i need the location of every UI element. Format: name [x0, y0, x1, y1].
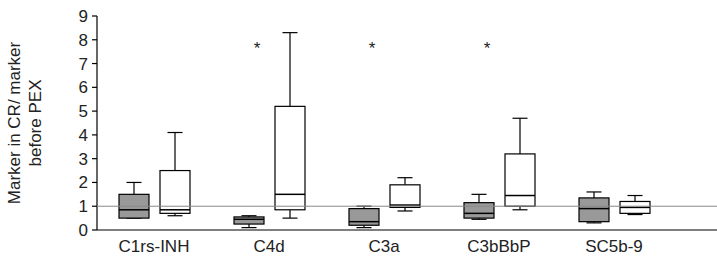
y-axis [96, 16, 97, 230]
annotation: * [484, 39, 491, 58]
y-tick-label: 4 [79, 126, 88, 145]
box [160, 133, 190, 216]
median [505, 195, 535, 197]
y-tick [92, 111, 97, 112]
whisker-upper [593, 192, 594, 198]
median [464, 213, 494, 215]
whisker-upper [133, 182, 134, 194]
box [579, 192, 609, 223]
whisker-upper [519, 118, 520, 154]
y-tick [92, 229, 97, 230]
x-axis [97, 229, 717, 230]
box-body [579, 198, 609, 222]
box [119, 182, 149, 218]
whisker-cap-min [357, 227, 372, 228]
whisker-cap-max [513, 118, 528, 119]
plot-area [97, 33, 717, 228]
whisker-cap-max [472, 194, 487, 195]
whisker-cap-min [513, 209, 528, 210]
y-tick-label: 2 [79, 173, 88, 192]
whisker-cap-min [628, 214, 643, 215]
annotation: * [254, 39, 261, 58]
whisker-cap-max [127, 182, 142, 183]
y-axis-label: Marker in CR/ markerbefore PEX [5, 41, 45, 204]
box-body [275, 106, 305, 209]
whisker-cap-min [168, 215, 183, 216]
median [119, 209, 149, 211]
x-tick-label: C4d [253, 237, 284, 256]
box-body [160, 171, 190, 214]
box-body [505, 154, 535, 206]
whisker-cap-max [398, 177, 413, 178]
y-tick [92, 87, 97, 88]
y-tick [92, 158, 97, 159]
box [349, 206, 379, 227]
median [160, 209, 190, 211]
median [234, 219, 264, 221]
median [620, 207, 650, 209]
whisker-upper [634, 196, 635, 202]
whisker-cap-max [168, 132, 183, 133]
y-tick-label: 0 [79, 221, 88, 240]
whisker-upper [478, 194, 479, 202]
box-body [349, 209, 379, 226]
y-tick-label: 7 [79, 55, 88, 74]
whisker-cap-max [283, 32, 298, 33]
whisker-cap-min [242, 227, 257, 228]
median [390, 204, 420, 206]
whisker-lower [289, 210, 290, 218]
whisker-cap-min [587, 222, 602, 223]
whisker-cap-min [283, 218, 298, 219]
box [234, 216, 264, 228]
median [579, 208, 609, 210]
median [349, 221, 379, 223]
whisker-cap-min [472, 219, 487, 220]
box-body [620, 201, 650, 213]
y-tick-label: 8 [79, 31, 88, 50]
y-tick [92, 39, 97, 40]
y-tick-label: 9 [79, 7, 88, 26]
whisker-upper [289, 33, 290, 107]
box [620, 196, 650, 215]
x-tick-label: C3a [368, 237, 400, 256]
x-tick-label: C3bBbP [467, 237, 530, 256]
reference-line [97, 206, 717, 207]
y-tick [92, 63, 97, 64]
y-tick-label: 3 [79, 150, 88, 169]
y-tick-label: 6 [79, 78, 88, 97]
box [505, 118, 535, 210]
chart: 0 1 2 3 4 5 6 7 8 9 Marker in CR/ markerbefore PEX… [0, 0, 717, 259]
y-tick [92, 134, 97, 135]
box-body [234, 217, 264, 224]
x-tick-label: C1rs-INH [119, 237, 190, 256]
box-body [464, 203, 494, 218]
whisker-cap-max [242, 215, 257, 216]
y-tick [92, 15, 97, 16]
whisker-upper [404, 178, 405, 185]
annotation: * [369, 39, 376, 58]
whisker-cap-min [398, 210, 413, 211]
y-tick-label: 5 [79, 102, 88, 121]
y-tick-label: 1 [79, 197, 88, 216]
median [275, 194, 305, 196]
box [464, 194, 494, 219]
box-body [390, 185, 420, 208]
x-tick-label: SC5b-9 [585, 237, 643, 256]
whisker-cap-max [587, 191, 602, 192]
box [275, 33, 305, 218]
y-tick [92, 182, 97, 183]
whisker-upper [174, 133, 175, 171]
whisker-cap-max [628, 195, 643, 196]
y-tick [92, 206, 97, 207]
